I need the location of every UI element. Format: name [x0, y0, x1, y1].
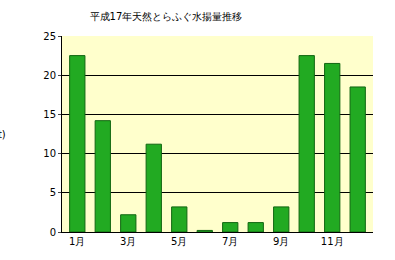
svg-text:3月: 3月 — [120, 236, 136, 247]
svg-text:平成17年天然とらふぐ水揚量推移: 平成17年天然とらふぐ水揚量推移 — [90, 11, 243, 22]
svg-text:0: 0 — [50, 227, 56, 238]
svg-text:11月: 11月 — [321, 236, 344, 247]
svg-text:5月: 5月 — [171, 236, 187, 247]
svg-text:(t): (t) — [0, 129, 6, 140]
svg-text:20: 20 — [43, 70, 56, 81]
svg-text:7月: 7月 — [222, 236, 238, 247]
svg-text:9月: 9月 — [273, 236, 289, 247]
svg-text:5: 5 — [50, 187, 56, 198]
svg-text:15: 15 — [43, 109, 56, 120]
svg-text:25: 25 — [43, 31, 56, 42]
svg-text:1月: 1月 — [69, 236, 85, 247]
svg-text:10: 10 — [43, 148, 56, 159]
